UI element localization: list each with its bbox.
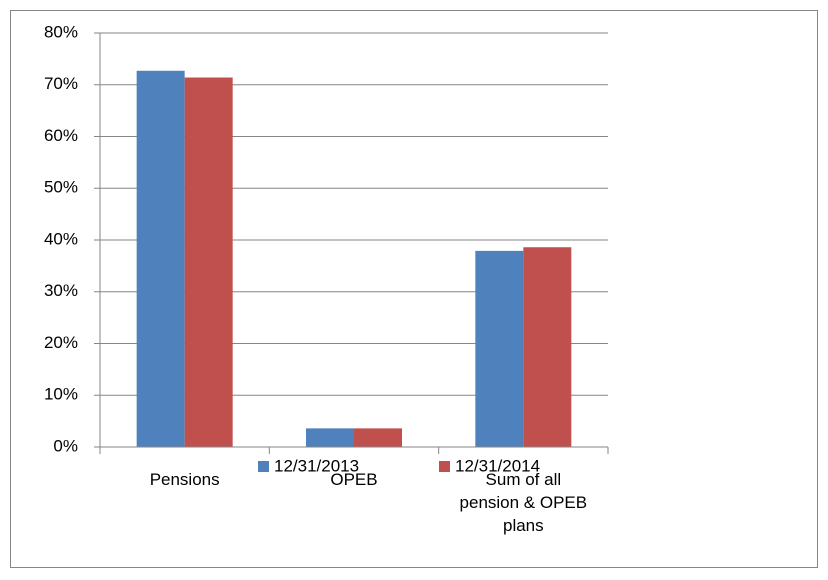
bar bbox=[306, 428, 354, 447]
x-tick-label: Pensions bbox=[149, 470, 220, 489]
x-tick-label: Sum of all pension & OPEB plans bbox=[459, 470, 588, 535]
y-tick-label: 60% bbox=[44, 126, 78, 145]
bar bbox=[354, 428, 402, 447]
x-tick-label: OPEB bbox=[330, 470, 378, 489]
legend-swatch bbox=[258, 461, 269, 472]
y-tick-label: 20% bbox=[44, 333, 78, 352]
legend-label: 12/31/2013 bbox=[274, 456, 359, 475]
y-tick-label: 40% bbox=[44, 229, 78, 248]
legend-swatch bbox=[439, 461, 450, 472]
y-tick-label: 80% bbox=[44, 22, 78, 41]
legend-label: 12/31/2014 bbox=[455, 456, 540, 475]
y-tick-label: 70% bbox=[44, 74, 78, 93]
y-tick-label: 50% bbox=[44, 178, 78, 197]
y-tick-label: 10% bbox=[44, 385, 78, 404]
y-tick-label: 0% bbox=[53, 436, 78, 455]
bar bbox=[523, 247, 572, 447]
bar bbox=[184, 77, 233, 447]
y-tick-label: 30% bbox=[44, 281, 78, 300]
bar bbox=[475, 250, 524, 447]
bar bbox=[136, 70, 185, 447]
